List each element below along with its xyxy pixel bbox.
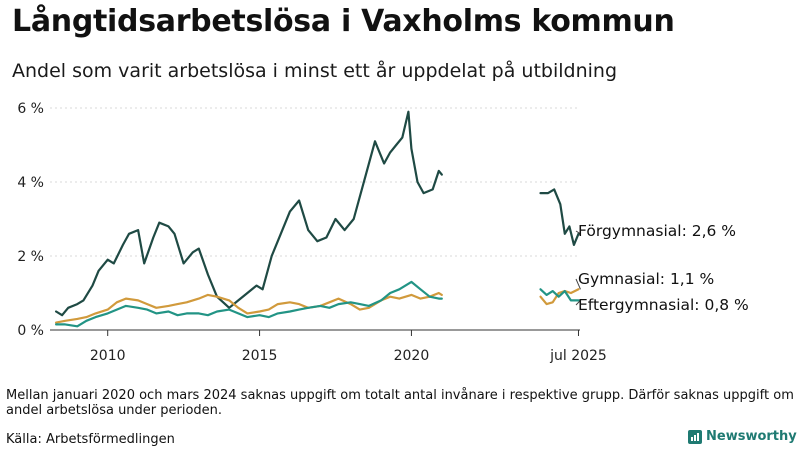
end-label-gymnasial: Gymnasial: 1,1 % — [578, 270, 714, 288]
gridlines — [50, 107, 580, 331]
series-line-förgymnasial — [539, 188, 580, 246]
y-tick-label: 0 % — [17, 323, 44, 339]
end-label-förgymnasial: Förgymnasial: 2,6 % — [578, 222, 736, 240]
series-line-eftergymnasial — [54, 280, 443, 328]
footnote: Mellan januari 2020 och mars 2024 saknas… — [6, 388, 794, 418]
x-tick-label: 2020 — [394, 348, 430, 364]
chart-title: Långtidsarbetslösa i Vaxholms kommun — [12, 4, 675, 39]
x-axis-ticks: 2010 2015 2020 jul 2025 — [90, 330, 607, 364]
y-tick-label: 6 % — [17, 101, 44, 117]
x-tick-label: jul 2025 — [549, 348, 607, 364]
y-axis-tick-labels: 0 % 2 % 4 % 6 % — [17, 101, 44, 339]
line-chart: 0 % 2 % 4 % 6 % 2010 2015 2020 jul 2025 Förgym… — [17, 101, 749, 364]
chart-subtitle: Andel som varit arbetslösa i minst ett å… — [12, 60, 618, 82]
y-tick-label: 2 % — [17, 249, 44, 265]
series-line-eftergymnasial — [539, 288, 580, 302]
y-tick-label: 4 % — [17, 175, 44, 191]
x-tick-label: 2010 — [90, 348, 126, 364]
source-note: Källa: Arbetsförmedlingen — [6, 432, 175, 447]
x-tick-label: 2015 — [242, 348, 278, 364]
end-label-leader — [575, 300, 581, 306]
series-line-förgymnasial — [54, 110, 443, 317]
newsworthy-logo-icon — [688, 429, 702, 444]
series-line-gymnasial — [539, 288, 580, 306]
newsworthy-logo-text: Newsworthy — [706, 429, 797, 444]
end-label-leader — [575, 230, 581, 235]
series-line-gymnasial — [54, 291, 443, 324]
end-label-eftergymnasial: Eftergymnasial: 0,8 % — [578, 296, 749, 314]
series-end-labels: Förgymnasial: 2,6 % Gymnasial: 1,1 % Efter… — [575, 222, 749, 314]
series-lines — [54, 110, 580, 328]
end-label-leader — [575, 278, 581, 290]
newsworthy-logo: Newsworthy — [688, 429, 797, 444]
